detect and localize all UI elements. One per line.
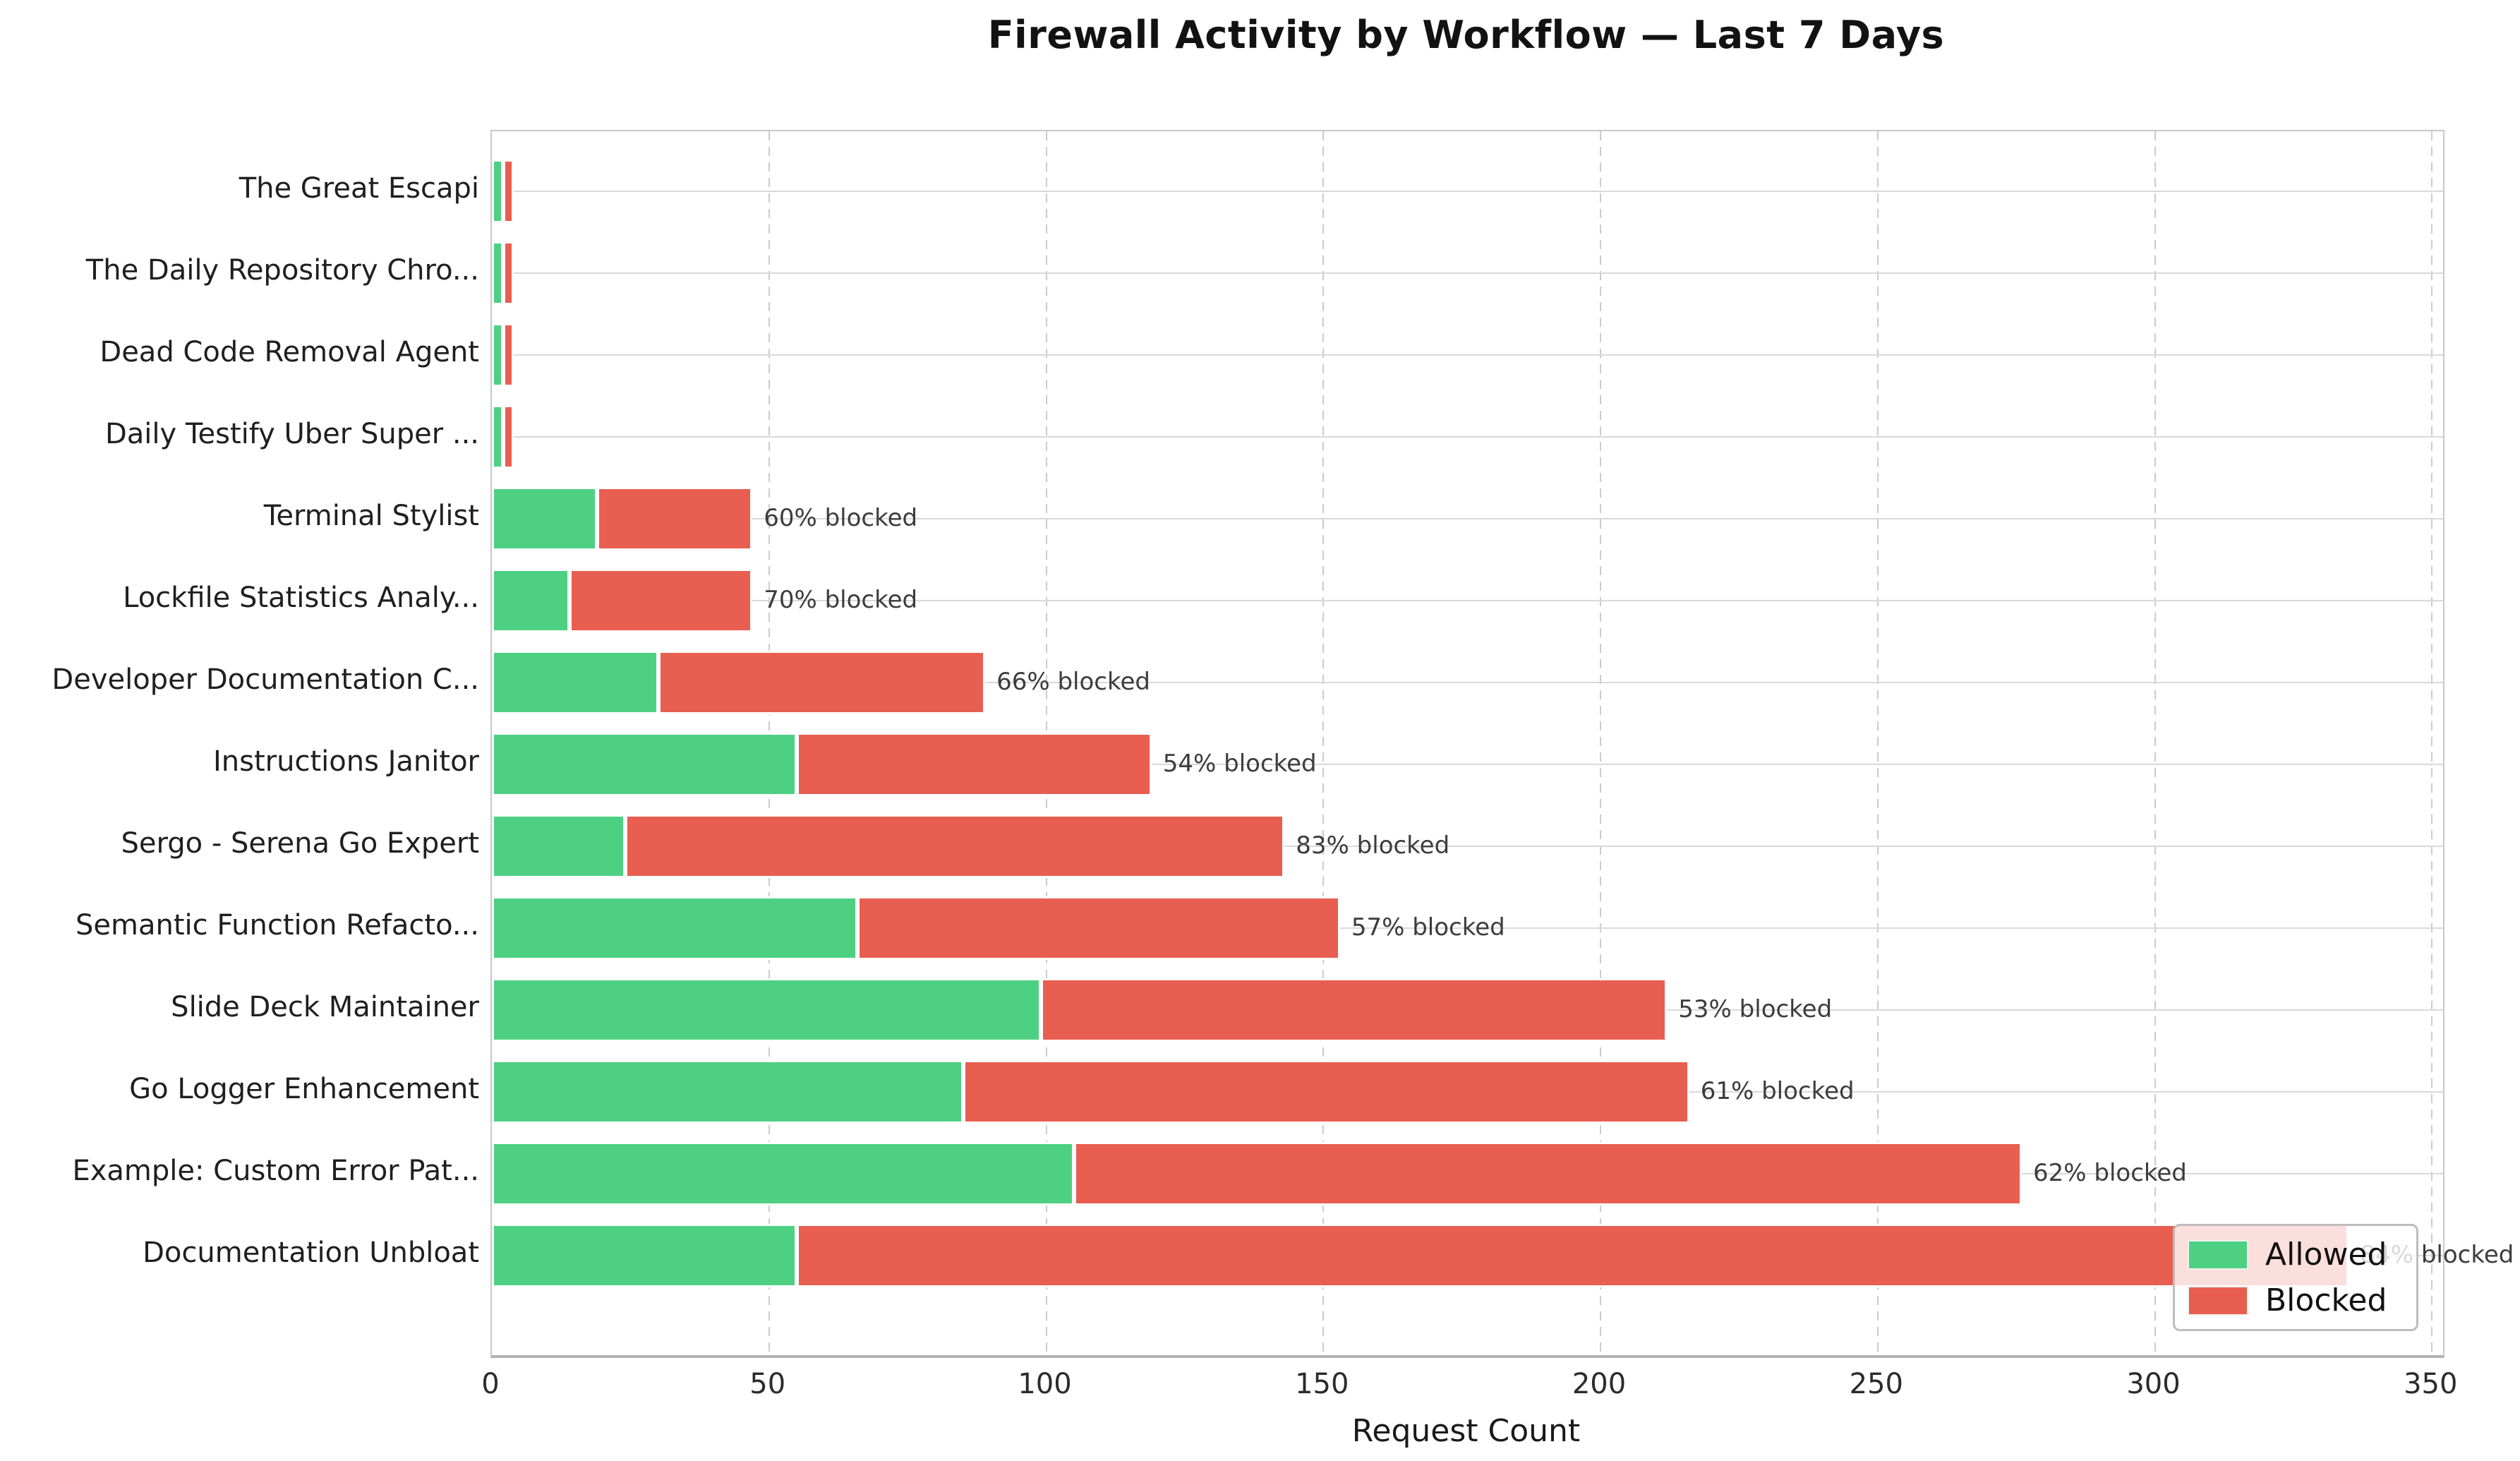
category-label: Terminal Stylist [263,500,479,532]
v-gridline [1876,131,1879,1355]
bar-allowed-segment [492,733,797,796]
x-tick-label: 300 [2126,1368,2181,1400]
h-gridline [492,518,2443,519]
bar-allowed-segment [492,978,1041,1042]
x-tick-label: 250 [1849,1368,1903,1400]
bar-blocked-segment [625,814,1285,878]
x-tick-label: 200 [1572,1368,1627,1400]
chart-title: Firewall Activity by Workflow — Last 7 D… [987,13,1945,57]
category-label: The Daily Repository Chro... [85,254,479,287]
x-tick-label: 150 [1295,1368,1349,1400]
bar-blocked-segment [502,405,514,469]
bar-blocked-segment [597,487,753,551]
bar-blocked-segment [1073,1142,2022,1206]
h-gridline [492,436,2443,438]
bar-blocked-segment [502,160,514,223]
legend: Allowed Blocked [2173,1224,2418,1331]
category-label: Developer Documentation C... [52,663,479,696]
bar-allowed-segment [492,1142,1074,1206]
pct-blocked-annotation: 60% blocked [764,504,918,532]
h-gridline [492,600,2443,601]
v-gridline [2154,131,2156,1355]
h-gridline [492,191,2443,192]
v-gridline [1322,131,1325,1355]
v-gridline [2431,131,2433,1355]
bar-allowed-segment [492,160,503,223]
x-tick-label: 100 [1018,1368,1072,1400]
category-label: Go Logger Enhancement [129,1073,479,1105]
plot-area: Allowed Blocked 60% blocked 70% blocked 66… [490,130,2514,1358]
bar-allowed-segment [492,241,503,305]
h-gridline [492,764,2443,765]
category-label: Lockfile Statistics Analy... [123,582,479,614]
x-tick-label: 0 [481,1368,500,1400]
bar-allowed-segment [492,651,658,714]
legend-label-allowed: Allowed [2265,1237,2387,1273]
category-label: Example: Custom Error Pat... [72,1155,479,1187]
x-axis-title: Request Count [1351,1413,1581,1449]
category-label: Slide Deck Maintainer [171,991,479,1023]
bar-blocked-segment [502,323,514,387]
bar-allowed-segment [492,1060,963,1124]
h-gridline [492,846,2443,847]
legend-entry-allowed: Allowed [2188,1237,2416,1273]
bar-allowed-segment [492,487,598,551]
blocked-swatch-icon [2188,1285,2248,1316]
h-gridline [492,682,2443,683]
legend-entry-blocked: Blocked [2188,1282,2416,1318]
bar-blocked-segment [857,896,1340,960]
v-gridline [1600,131,1602,1355]
bar-blocked-segment [502,241,514,305]
allowed-swatch-icon [2188,1239,2248,1270]
bar-blocked-segment [963,1060,1689,1124]
bar-blocked-segment [658,651,986,714]
pct-blocked-annotation: 62% blocked [2033,1159,2187,1187]
bar-allowed-segment [492,323,503,387]
bar-allowed-segment [492,1224,797,1287]
category-label: The Great Escapi [239,172,479,205]
pct-blocked-annotation: 83% blocked [1296,831,1450,860]
bar-blocked-segment [569,569,753,632]
pct-blocked-annotation: 70% blocked [764,586,918,614]
x-tick-label: 350 [2404,1368,2458,1400]
pct-blocked-annotation: 61% blocked [1700,1077,1855,1105]
h-gridline [492,354,2443,356]
legend-label-blocked: Blocked [2265,1282,2387,1318]
pct-blocked-annotation: 57% blocked [1351,913,1505,942]
bar-blocked-segment [797,1224,2349,1287]
pct-blocked-annotation: 66% blocked [996,668,1150,696]
pct-blocked-annotation: 54% blocked [1162,750,1317,778]
category-label: Sergo - Serena Go Expert [121,827,479,860]
bar-allowed-segment [492,569,569,632]
pct-blocked-annotation: 53% blocked [1678,995,1833,1023]
bar-blocked-segment [797,733,1152,796]
bar-allowed-segment [492,814,625,878]
bar-allowed-segment [492,405,503,469]
h-gridline [492,272,2443,274]
category-label: Semantic Function Refacto... [76,909,479,942]
category-label: Documentation Unbloat [143,1237,479,1269]
h-gridline [492,927,2443,929]
category-label: Daily Testify Uber Super ... [104,418,479,450]
bar-blocked-segment [1040,978,1668,1042]
category-label: Instructions Janitor [212,745,479,778]
bar-allowed-segment [492,896,858,960]
category-label: Dead Code Removal Agent [100,336,479,368]
x-tick-label: 50 [749,1368,786,1400]
